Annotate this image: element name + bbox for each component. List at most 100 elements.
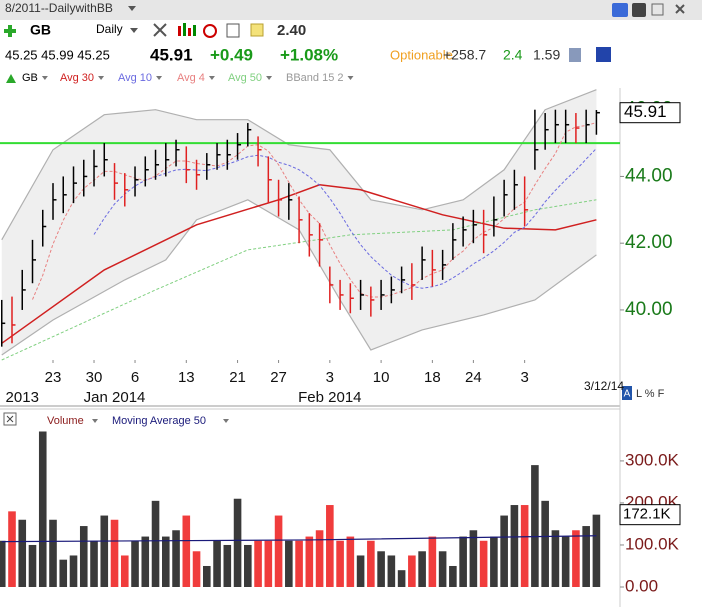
quote-item: Optionable [390, 47, 453, 62]
volume-bar [274, 515, 283, 587]
volume-bar [244, 544, 252, 587]
y-tick-label: 300.0K [625, 450, 680, 469]
save-icon [596, 47, 611, 62]
volume-bar [59, 559, 68, 587]
dropdown-arrow[interactable] [130, 28, 138, 33]
side-box-label[interactable]: A [624, 389, 631, 400]
quote-item: 45.91 [150, 45, 193, 64]
volume-bar [459, 536, 467, 587]
volume-bar [551, 530, 560, 587]
y-tick-label: 42.00 [625, 232, 673, 253]
volume-bar [397, 570, 406, 587]
volume-bar [49, 519, 57, 587]
add-icon[interactable] [4, 25, 16, 37]
volume-bar [100, 515, 109, 587]
volume-bar [254, 540, 262, 587]
legend-arrow [41, 76, 48, 80]
up-icon [6, 74, 16, 83]
volume-bar [172, 530, 180, 587]
quote-item: 1.59 [533, 47, 560, 63]
tv-button[interactable] [632, 3, 646, 17]
volume-bar [18, 519, 27, 587]
quote-item: 2.4 [503, 47, 523, 63]
legend-item: GB [22, 72, 38, 84]
volume-bar [0, 540, 6, 587]
x-tick-label: 24 [465, 369, 482, 386]
quote-item: +0.49 [210, 45, 253, 64]
volume-bar [408, 555, 416, 587]
legend-item: Avg 10 [118, 72, 152, 84]
x-tick-label: 21 [229, 369, 246, 386]
quote-item: +1.08% [280, 45, 338, 64]
volume-bar [233, 498, 242, 587]
volume-ma [1, 535, 597, 543]
close-button[interactable] [675, 4, 685, 14]
s-button[interactable] [612, 3, 628, 17]
volume-bar [38, 431, 47, 587]
volume-bar [500, 515, 508, 587]
side-box[interactable] [622, 386, 632, 400]
volume-bar [387, 555, 396, 587]
x-tick-label: 3 [326, 369, 334, 386]
dropdown-arrow[interactable] [128, 6, 136, 11]
x-tick-label: 23 [45, 369, 62, 386]
x-tick-label: 13 [178, 369, 195, 386]
month-label: Feb 2014 [298, 389, 361, 406]
last-price: 45.91 [624, 102, 667, 121]
volume-bar [315, 530, 324, 587]
volume-bar [469, 530, 478, 587]
y-tick-label: 0.00 [625, 576, 658, 595]
close-x[interactable] [6, 415, 14, 423]
volume-bar [203, 565, 211, 587]
window-button[interactable] [651, 3, 664, 16]
volume-bar [28, 544, 37, 587]
volume-bar [305, 536, 314, 587]
toolbar-icons[interactable] [153, 23, 264, 38]
month-label: 2013 [6, 389, 39, 406]
volume-bar [438, 551, 447, 587]
volume-title: Volume [47, 415, 84, 427]
x-tick-label: 27 [270, 369, 287, 386]
legend-item: Avg 50 [228, 72, 262, 84]
month-label: Jan 2014 [84, 389, 146, 406]
volume-bar [346, 536, 355, 587]
volume-bar [592, 514, 601, 587]
legend-arrow [208, 76, 215, 80]
volume-bar [79, 526, 88, 587]
volume-bar [192, 551, 201, 587]
x-tick-label: 18 [424, 369, 441, 386]
period[interactable]: Daily [96, 22, 123, 36]
volume-bar [449, 565, 457, 587]
x-tick-label: 30 [86, 369, 103, 386]
volume-bar [520, 505, 529, 587]
volume-bar [110, 519, 119, 587]
y-tick-label: 100.0K [625, 534, 680, 553]
moving-average [1, 199, 597, 361]
volume-bar [490, 536, 498, 587]
legend-arrow [156, 76, 163, 80]
legend-arrow [98, 76, 105, 80]
volume-bar [561, 536, 570, 587]
volume-bar [223, 544, 232, 587]
volume-bar [182, 515, 191, 587]
volume-bar [367, 540, 375, 587]
date-label: 3/12/14 [584, 379, 624, 393]
volume-bar [161, 536, 170, 587]
side-letters[interactable]: L % F [636, 388, 665, 400]
volume-bar [151, 500, 160, 587]
legend-arrow [266, 76, 273, 80]
legend-row: GB Avg 30 Avg 10 Avg 4 Avg 50 BBand 15 2 [6, 72, 354, 84]
layout-title[interactable]: 8/2011--DailywithBB [5, 1, 113, 15]
symbol[interactable]: GB [30, 22, 51, 38]
y-tick-label: 44.00 [625, 165, 673, 186]
legend-item: Avg 4 [177, 72, 205, 84]
legend-arrow [92, 419, 98, 423]
volume-bar [531, 465, 539, 587]
legend-item: BBand 15 2 [286, 72, 344, 84]
volume-bar [295, 540, 303, 587]
moving-average [32, 122, 597, 300]
toolbar-value: 2.40 [277, 22, 306, 39]
volume-bar [356, 555, 365, 587]
toolbar [0, 20, 702, 42]
